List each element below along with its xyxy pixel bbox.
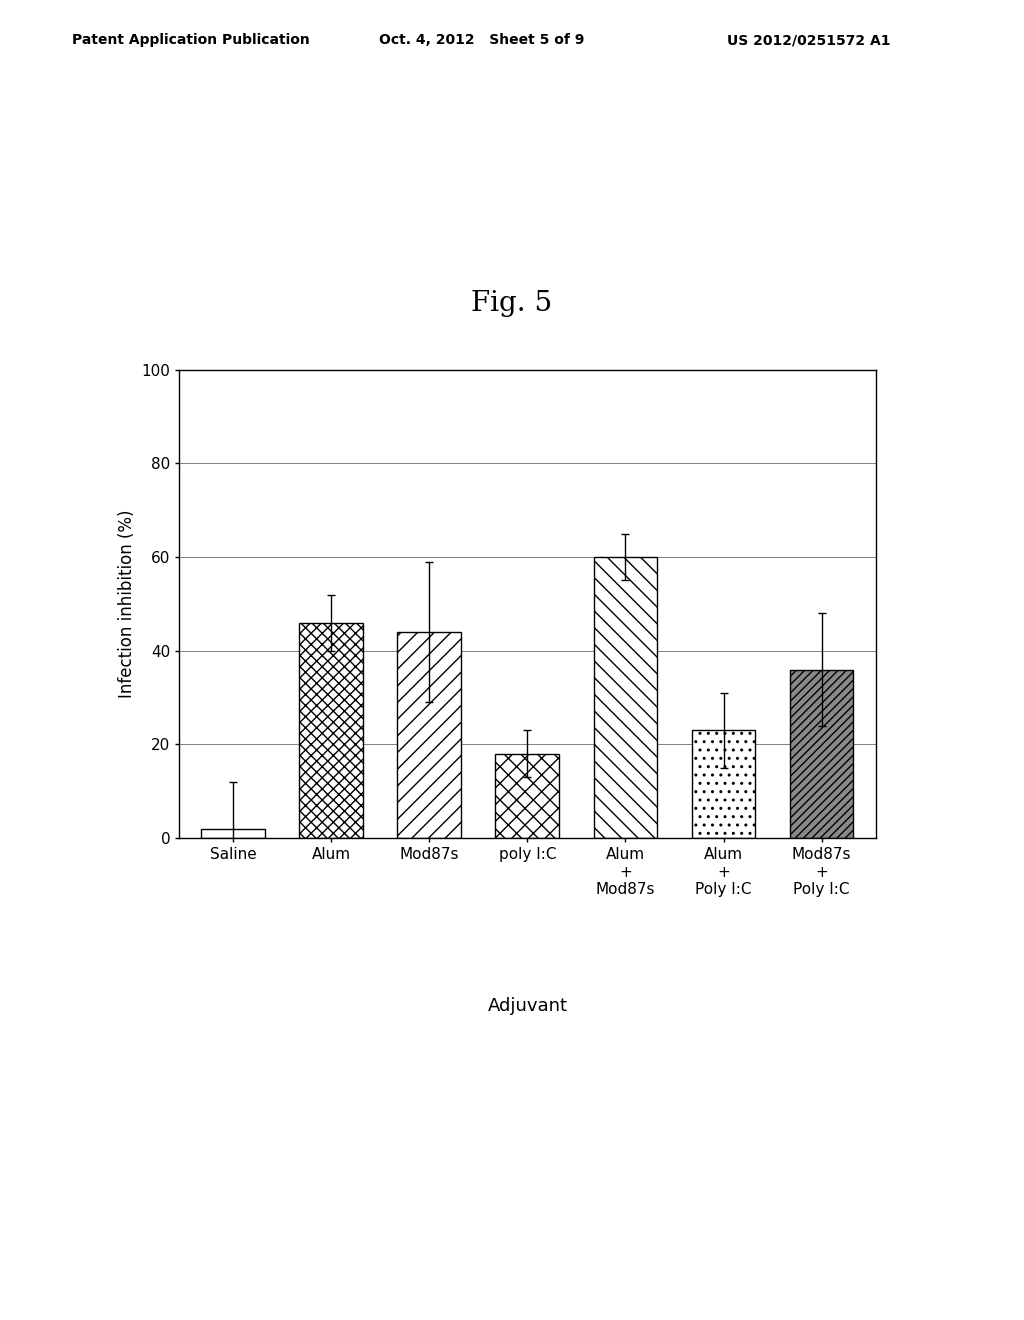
- Bar: [594, 557, 657, 838]
- Bar: [397, 632, 461, 838]
- Bar: [790, 669, 853, 838]
- Text: Adjuvant: Adjuvant: [487, 997, 567, 1015]
- Text: Fig. 5: Fig. 5: [471, 290, 553, 317]
- Bar: [496, 754, 559, 838]
- Y-axis label: Infection inhibition (%): Infection inhibition (%): [118, 510, 136, 698]
- Text: US 2012/0251572 A1: US 2012/0251572 A1: [727, 33, 891, 48]
- Text: Oct. 4, 2012   Sheet 5 of 9: Oct. 4, 2012 Sheet 5 of 9: [379, 33, 585, 48]
- Bar: [202, 829, 265, 838]
- Bar: [691, 730, 756, 838]
- Text: Patent Application Publication: Patent Application Publication: [72, 33, 309, 48]
- Bar: [299, 623, 364, 838]
